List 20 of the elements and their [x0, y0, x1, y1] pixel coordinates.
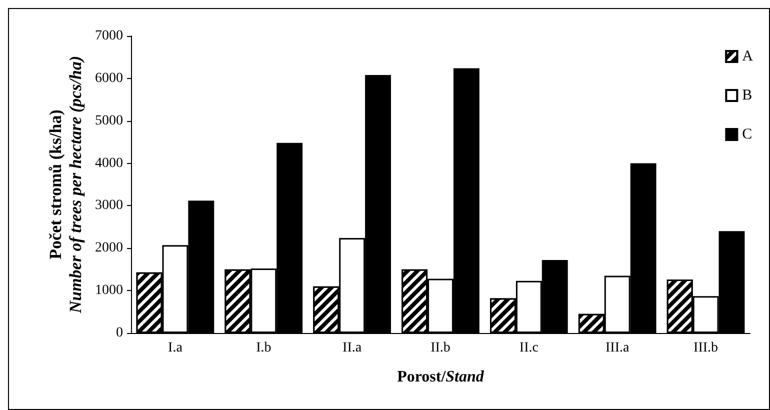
x-tick-label: II.a: [342, 340, 362, 356]
x-tick-label: I.b: [256, 340, 272, 356]
y-tick-label: 5000: [95, 113, 123, 128]
y-tick-label: 4000: [95, 156, 123, 171]
legend-label: B: [742, 88, 752, 104]
legend-label: C: [742, 126, 752, 142]
y-tick-label: 0: [116, 326, 123, 340]
y-tick-label: 3000: [95, 198, 123, 214]
x-tick-label: II.b: [430, 340, 450, 356]
y-tick-label: 6000: [95, 70, 123, 86]
y-tick-label: 1000: [95, 283, 123, 298]
x-axis-title: Porost/Stand: [397, 368, 485, 386]
legend-label: A: [742, 48, 754, 64]
y-tick-label: 7000: [95, 28, 123, 44]
y-axis-title: Počet stromů (ks/ha) Number of trees per hectare (pcs/ha): [46, 56, 86, 314]
x-tick-label: II.c: [519, 340, 538, 356]
y-tick-label: 2000: [95, 240, 123, 256]
x-tick-label: III.b: [694, 340, 718, 356]
x-tick-label: I.a: [168, 340, 184, 356]
x-tick-label: III.a: [606, 340, 630, 356]
